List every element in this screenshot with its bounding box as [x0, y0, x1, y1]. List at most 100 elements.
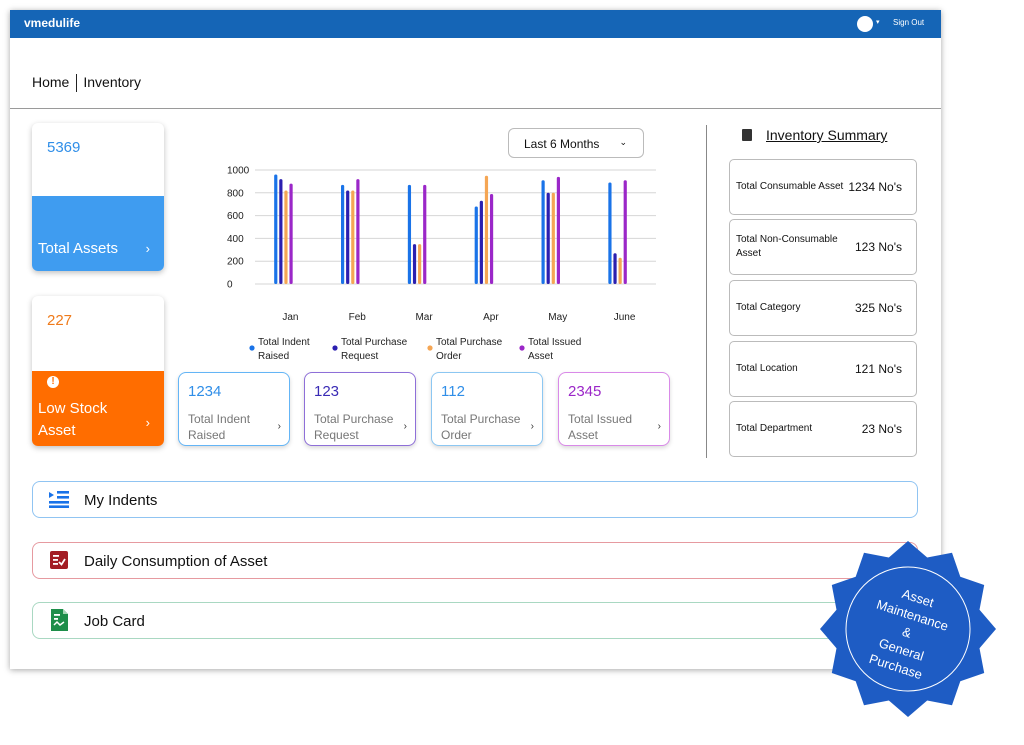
legend-marker — [249, 345, 255, 351]
chart-bar — [351, 190, 355, 284]
legend-marker — [519, 345, 525, 351]
low-stock-label: Low Stock Asset — [38, 400, 108, 439]
sign-out-link[interactable]: Sign Out — [893, 18, 925, 27]
y-tick-label: 800 — [227, 188, 244, 199]
summary-item[interactable]: Total Department 23 No's — [729, 401, 917, 457]
chart-bar — [479, 200, 483, 284]
summary-item-label: Total Department — [736, 423, 813, 434]
top-bar: vmedulife ▾ Sign Out — [10, 10, 941, 38]
legend-label: Total Purchase — [341, 337, 408, 348]
y-tick-label: 200 — [227, 257, 244, 268]
header-divider — [10, 108, 941, 109]
document-icon — [742, 129, 752, 141]
y-tick-label: 1000 — [227, 166, 250, 177]
period-select-value: Last 6 Months — [524, 137, 600, 151]
summary-item[interactable]: Total Category 325 No's — [729, 280, 917, 336]
breadcrumb-divider — [76, 74, 78, 93]
section-label: Job Card — [84, 613, 145, 630]
summary-item-value: 121 No's — [855, 362, 902, 376]
seal-ring — [845, 566, 971, 692]
chart-bar — [551, 192, 555, 284]
metric-value: 123 — [314, 383, 340, 400]
chevron-right-icon: › — [145, 415, 150, 430]
avatar[interactable] — [857, 16, 873, 32]
summary-divider — [706, 125, 707, 458]
metric-card[interactable]: 2345 Total Issued Asset › — [558, 372, 670, 446]
chart-bar — [356, 179, 360, 284]
legend-label: Order — [436, 351, 462, 362]
summary-item-value: 123 No's — [855, 240, 902, 254]
section-label: My Indents — [84, 492, 158, 509]
total-assets-value: 5369 — [47, 139, 81, 156]
warning-icon: ! — [47, 376, 59, 388]
section-row[interactable]: My Indents — [32, 481, 918, 518]
summary-item[interactable]: Total Non-Consumable Asset 123 No's — [729, 219, 917, 275]
x-tick-label: Apr — [483, 312, 499, 323]
chart-bar — [289, 183, 293, 284]
legend-label: Total Indent — [258, 337, 310, 348]
metric-card[interactable]: 1234 Total Indent Raised › — [178, 372, 290, 446]
breadcrumb-home[interactable]: Home — [32, 74, 70, 90]
summary-item-label: Total Consumable Asset — [736, 181, 844, 192]
chevron-right-icon: › — [277, 421, 281, 432]
chart-bar — [474, 206, 478, 284]
y-tick-label: 0 — [227, 280, 233, 291]
period-select[interactable]: Last 6 Months ⌄ — [508, 128, 644, 158]
low-stock-card[interactable]: 227 ! Low Stock Asset › — [32, 296, 164, 446]
total-assets-label: Total Assets — [38, 240, 119, 257]
metric-card[interactable]: 112 Total Purchase Order › — [431, 372, 543, 446]
section-row[interactable]: Daily Consumption of Asset — [32, 542, 918, 579]
total-assets-card[interactable]: 5369 Total Assets › — [32, 123, 164, 271]
chevron-right-icon: › — [145, 241, 150, 256]
chart-bar — [623, 180, 627, 284]
x-tick-label: May — [548, 312, 567, 323]
breadcrumb: Home Inventory — [32, 74, 141, 93]
summary-item-label: Total Category — [736, 302, 801, 313]
x-tick-label: Jan — [282, 312, 298, 323]
y-tick-label: 400 — [227, 234, 244, 245]
chevron-down-icon[interactable]: ▾ — [876, 19, 880, 26]
summary-item-value: 23 No's — [861, 422, 902, 436]
chart-bar — [556, 176, 560, 284]
summary-item-value: 1234 No's — [848, 180, 902, 194]
chart-bar — [279, 179, 283, 284]
checklist-icon — [50, 551, 68, 569]
chart-bar — [341, 184, 345, 284]
chart-bar — [412, 244, 417, 284]
total-assets-band: Total Assets › — [32, 196, 164, 271]
chart-bar — [418, 244, 422, 284]
chart-bar — [541, 180, 545, 284]
metric-label: Total Purchase Request — [314, 412, 394, 442]
chevron-right-icon: › — [530, 421, 534, 432]
metric-label: Total Purchase Order — [441, 412, 521, 442]
summary-item-value: 325 No's — [855, 301, 902, 315]
section-label: Daily Consumption of Asset — [84, 553, 268, 570]
app-window: vmedulife ▾ Sign Out Home Inventory 5369 … — [10, 10, 941, 669]
chart-bar — [284, 190, 288, 284]
chart-bar — [484, 175, 489, 284]
chart-bar — [423, 184, 427, 284]
x-tick-label: June — [614, 312, 636, 323]
metric-label: Total Issued Asset — [568, 412, 633, 442]
y-tick-label: 600 — [227, 211, 244, 222]
legend-label: Total Purchase — [436, 337, 503, 348]
list-indent-icon — [49, 491, 69, 508]
legend-label: Asset — [528, 351, 553, 362]
app-logo[interactable]: vmedulife — [24, 16, 81, 30]
summary-item-label: Total Non-Consumable Asset — [736, 234, 838, 259]
chevron-down-icon: ⌄ — [619, 137, 627, 147]
metric-card[interactable]: 123 Total Purchase Request › — [304, 372, 416, 446]
section-row[interactable]: Job Card — [32, 602, 918, 639]
legend-label: Raised — [258, 351, 289, 362]
summary-item[interactable]: Total Consumable Asset 1234 No's — [729, 159, 917, 215]
summary-title[interactable]: Inventory Summary — [766, 127, 888, 143]
low-stock-band: ! Low Stock Asset › — [32, 371, 164, 446]
chart-bar — [346, 190, 350, 284]
summary-item[interactable]: Total Location 121 No's — [729, 341, 917, 397]
breadcrumb-current: Inventory — [83, 74, 141, 90]
legend-label: Total Issued — [528, 337, 581, 348]
chevron-right-icon: › — [403, 421, 407, 432]
x-tick-label: Mar — [415, 312, 433, 323]
summary-header: Inventory Summary — [742, 127, 887, 143]
feature-seal: Asset Maintenance & General Purchase — [820, 541, 996, 717]
